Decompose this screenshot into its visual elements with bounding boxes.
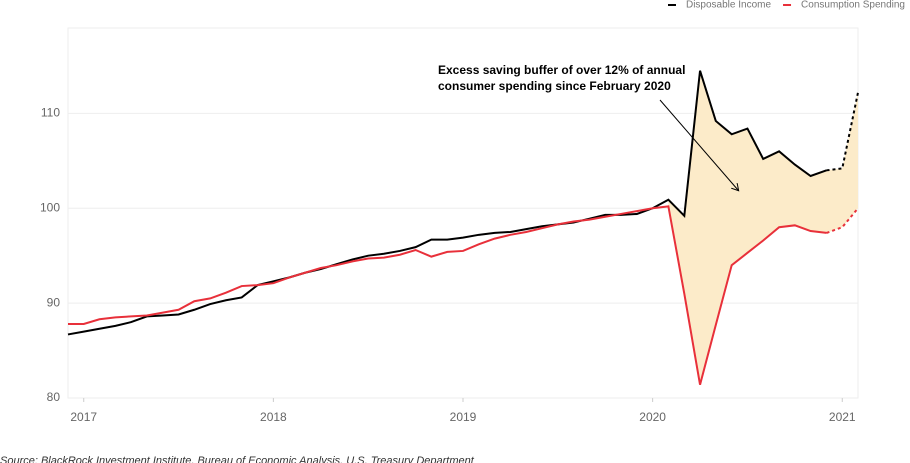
annotation-arrow <box>659 99 738 190</box>
y-tick-label: 80 <box>47 390 61 404</box>
x-tick-label: 2019 <box>450 410 477 424</box>
y-tick-label: 90 <box>47 295 61 309</box>
series-line <box>67 70 827 336</box>
y-tick-label: 110 <box>41 106 60 120</box>
x-tick-label: 2017 <box>70 410 97 424</box>
x-tick-label: 2018 <box>260 410 287 424</box>
shaded-gap <box>668 70 858 385</box>
source: Source: BlackRock Investment Institute, … <box>0 455 475 463</box>
annotation: Excess saving buffer of over 12% of annu… <box>438 63 685 77</box>
plot: 80 90 100 110 2017 2018 2019 2020 2021 <box>40 70 859 424</box>
x-tick-label: 2020 <box>639 410 666 424</box>
legend-label: Consumption Spending <box>801 0 905 11</box>
series-line <box>826 92 859 172</box>
x-tick-label: 2021 <box>829 410 856 424</box>
y-tick-label: 100 <box>40 200 60 214</box>
series-line <box>68 205 827 385</box>
annotation: consumer spending since February 2020 <box>438 79 671 93</box>
legend-label: Disposable Income <box>686 0 771 11</box>
